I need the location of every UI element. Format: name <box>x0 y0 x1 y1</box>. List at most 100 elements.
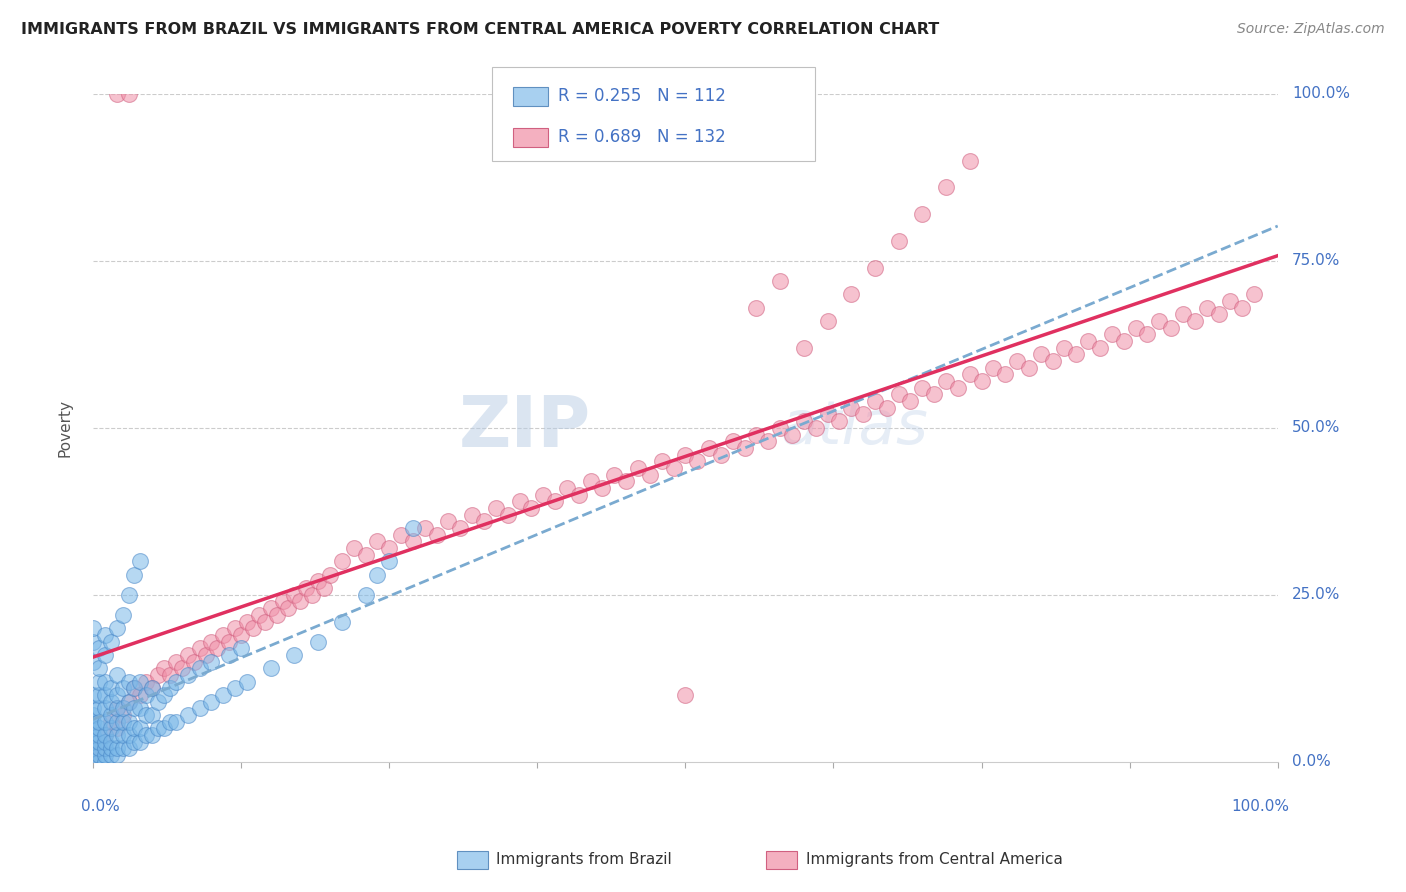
Point <box>111 741 134 756</box>
Point <box>141 681 163 696</box>
Point <box>117 714 139 729</box>
Point <box>87 741 110 756</box>
Point <box>200 634 222 648</box>
Point <box>82 634 104 648</box>
Point <box>100 741 122 756</box>
Point <box>449 521 471 535</box>
Point <box>124 722 146 736</box>
Point <box>87 722 110 736</box>
Point <box>170 661 193 675</box>
Point <box>472 514 495 528</box>
Point <box>461 508 484 522</box>
Point <box>260 661 283 675</box>
Point <box>531 488 554 502</box>
Point <box>82 735 104 749</box>
Point <box>983 360 1005 375</box>
Text: Source: ZipAtlas.com: Source: ZipAtlas.com <box>1237 22 1385 37</box>
Point <box>1112 334 1135 348</box>
Point <box>87 728 110 742</box>
Point <box>82 728 104 742</box>
Point <box>111 714 134 729</box>
Point <box>290 594 312 608</box>
Text: 25.0%: 25.0% <box>1292 587 1340 602</box>
Point <box>236 615 259 629</box>
Point <box>146 695 169 709</box>
Point <box>129 688 152 702</box>
Point <box>135 688 157 702</box>
Point <box>224 681 246 696</box>
Point <box>887 234 910 248</box>
Point <box>153 661 176 675</box>
Point <box>673 448 696 462</box>
Point <box>105 621 128 635</box>
Point <box>129 722 152 736</box>
Point <box>378 554 401 568</box>
Point <box>283 588 305 602</box>
Point <box>354 548 377 562</box>
Point <box>769 421 792 435</box>
Point <box>710 448 733 462</box>
Point <box>117 728 139 742</box>
Point <box>769 274 792 288</box>
Point <box>129 735 152 749</box>
Point <box>87 748 110 763</box>
Point <box>745 301 768 315</box>
Point <box>911 381 934 395</box>
Point <box>141 708 163 723</box>
Point <box>105 668 128 682</box>
Point <box>153 688 176 702</box>
Point <box>485 500 508 515</box>
Point <box>111 728 134 742</box>
Point <box>117 87 139 101</box>
Point <box>117 741 139 756</box>
Text: R = 0.689   N = 132: R = 0.689 N = 132 <box>558 128 725 146</box>
Point <box>165 674 187 689</box>
Point <box>218 648 240 662</box>
Point <box>94 628 117 642</box>
Point <box>1101 327 1123 342</box>
Point <box>793 341 815 355</box>
Point <box>94 741 117 756</box>
Point <box>804 421 827 435</box>
Point <box>87 688 110 702</box>
Point <box>100 722 122 736</box>
Point <box>94 674 117 689</box>
Point <box>105 722 128 736</box>
Point <box>555 481 578 495</box>
Text: R = 0.255   N = 112: R = 0.255 N = 112 <box>558 87 725 105</box>
Point <box>627 461 650 475</box>
Point <box>260 601 283 615</box>
Point <box>105 741 128 756</box>
Point <box>1136 327 1159 342</box>
Point <box>94 688 117 702</box>
Point <box>817 314 839 328</box>
Point <box>117 674 139 689</box>
Point <box>135 708 157 723</box>
Point <box>94 728 117 742</box>
Point <box>828 414 851 428</box>
Point <box>638 467 661 482</box>
Text: 50.0%: 50.0% <box>1292 420 1340 435</box>
Point <box>94 755 117 769</box>
Point <box>922 387 945 401</box>
Point <box>520 500 543 515</box>
Text: Immigrants from Brazil: Immigrants from Brazil <box>496 853 672 867</box>
Point <box>366 534 388 549</box>
Point <box>94 735 117 749</box>
Point <box>591 481 613 495</box>
Point <box>614 475 637 489</box>
Point <box>343 541 366 555</box>
Point <box>82 748 104 763</box>
Y-axis label: Poverty: Poverty <box>58 399 72 457</box>
Text: IMMIGRANTS FROM BRAZIL VS IMMIGRANTS FROM CENTRAL AMERICA POVERTY CORRELATION CH: IMMIGRANTS FROM BRAZIL VS IMMIGRANTS FRO… <box>21 22 939 37</box>
Point <box>839 401 862 415</box>
Point <box>662 461 685 475</box>
Point <box>437 514 460 528</box>
Point <box>283 648 305 662</box>
Point <box>1018 360 1040 375</box>
Point <box>159 681 181 696</box>
Point <box>194 648 217 662</box>
Point <box>686 454 709 468</box>
Point <box>165 655 187 669</box>
Point <box>793 414 815 428</box>
